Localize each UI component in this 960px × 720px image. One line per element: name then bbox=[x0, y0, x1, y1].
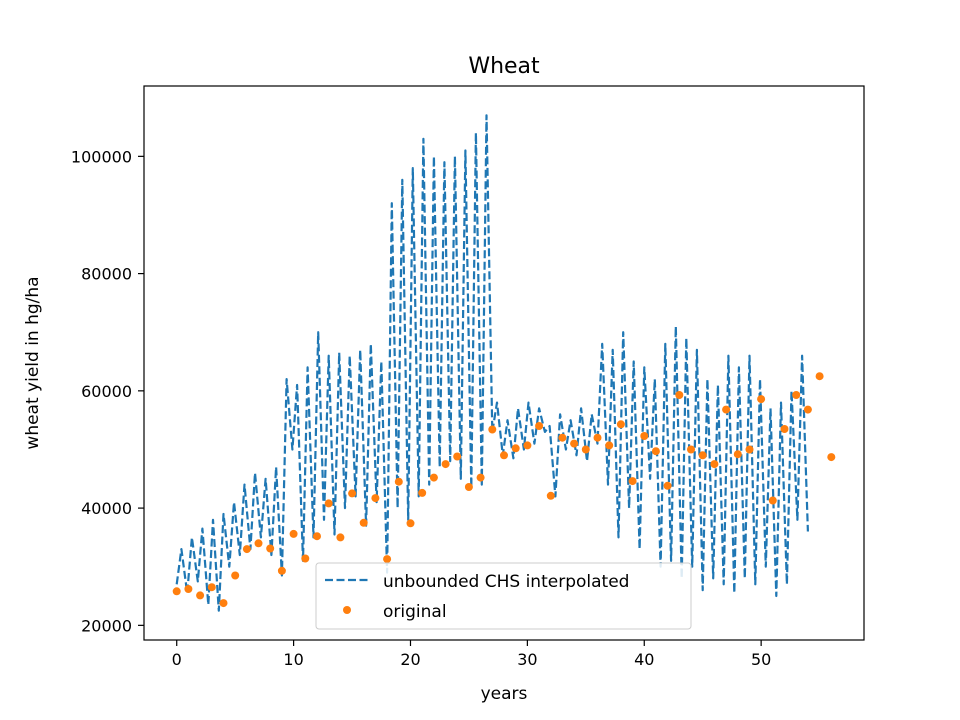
data-point-original bbox=[277, 566, 286, 575]
data-point-original bbox=[511, 444, 520, 453]
data-point-original bbox=[207, 583, 216, 592]
legend-label-interpolated: unbounded CHS interpolated bbox=[383, 572, 629, 592]
y-tick-label: 100000 bbox=[71, 147, 132, 166]
data-point-original bbox=[628, 477, 637, 486]
data-point-original bbox=[792, 391, 801, 399]
data-point-original bbox=[535, 422, 544, 430]
data-point-original bbox=[371, 494, 380, 503]
data-point-original bbox=[429, 473, 438, 482]
data-point-original bbox=[488, 425, 497, 434]
data-point-original bbox=[453, 452, 462, 461]
axes-frame bbox=[143, 85, 865, 641]
data-point-original bbox=[441, 460, 450, 469]
data-point-original bbox=[359, 518, 368, 527]
legend-box bbox=[315, 562, 692, 630]
data-point-original bbox=[581, 445, 590, 454]
data-point-original bbox=[675, 391, 684, 399]
y-tick-label: 20000 bbox=[81, 616, 132, 635]
x-tick-label: 30 bbox=[517, 650, 537, 669]
x-tick-label: 0 bbox=[172, 650, 182, 669]
data-point-original bbox=[184, 585, 193, 593]
data-point-original bbox=[815, 372, 824, 381]
legend-label-original: original bbox=[383, 602, 447, 622]
x-tick-label: 10 bbox=[283, 650, 303, 669]
data-point-original bbox=[500, 451, 508, 460]
legend-swatch-original bbox=[343, 606, 351, 614]
data-point-original bbox=[722, 405, 731, 414]
data-point-original bbox=[242, 545, 251, 554]
data-point-original bbox=[570, 439, 579, 448]
data-point-original bbox=[418, 488, 427, 497]
x-tick-label: 20 bbox=[400, 650, 420, 669]
data-point-original bbox=[266, 544, 275, 553]
x-tick-label: 40 bbox=[634, 650, 654, 669]
y-tick-label: 60000 bbox=[81, 382, 132, 401]
data-point-original bbox=[464, 483, 473, 491]
plot-area bbox=[143, 85, 865, 641]
data-point-original bbox=[196, 591, 205, 600]
data-point-original bbox=[733, 450, 742, 459]
data-point-original bbox=[780, 425, 789, 433]
x-axis-label: years bbox=[481, 684, 528, 704]
data-point-original bbox=[219, 599, 228, 608]
data-point-original bbox=[383, 555, 392, 564]
data-point-original bbox=[651, 447, 660, 456]
data-point-original bbox=[336, 533, 345, 542]
data-point-original bbox=[476, 473, 485, 482]
data-point-original bbox=[546, 491, 555, 500]
data-point-original bbox=[745, 445, 754, 454]
data-point-original bbox=[616, 420, 625, 429]
data-point-original bbox=[663, 481, 672, 490]
legend: unbounded CHS interpolated original bbox=[315, 562, 692, 630]
data-point-original bbox=[172, 587, 181, 596]
data-point-original bbox=[605, 441, 614, 450]
data-point-original bbox=[768, 496, 777, 505]
data-point-original bbox=[289, 529, 298, 538]
data-point-original bbox=[254, 539, 263, 548]
data-point-original bbox=[523, 441, 532, 450]
chart-title: Wheat bbox=[468, 54, 540, 79]
data-point-original bbox=[313, 532, 321, 541]
data-point-original bbox=[803, 405, 812, 414]
data-point-original bbox=[827, 453, 836, 462]
data-point-original bbox=[231, 571, 240, 580]
data-point-original bbox=[757, 395, 766, 404]
y-axis-label: wheat yield in hg/ha bbox=[23, 276, 43, 449]
data-point-original bbox=[301, 554, 310, 563]
series-line-interpolated bbox=[175, 114, 809, 612]
data-point-original bbox=[698, 451, 707, 460]
data-point-original bbox=[710, 460, 719, 469]
data-point-original bbox=[348, 489, 357, 498]
x-axis-ticks: 0 10 20 30 40 50 bbox=[172, 640, 771, 669]
data-point-original bbox=[406, 519, 415, 528]
y-axis-ticks: 20000 40000 60000 80000 100000 bbox=[71, 147, 144, 635]
data-point-original bbox=[593, 433, 602, 442]
y-tick-label: 80000 bbox=[81, 265, 132, 284]
x-tick-label: 50 bbox=[751, 650, 771, 669]
y-tick-label: 40000 bbox=[81, 499, 132, 518]
data-point-original bbox=[687, 445, 695, 454]
data-point-original bbox=[558, 433, 567, 442]
data-point-original bbox=[324, 499, 333, 508]
data-point-original bbox=[640, 432, 649, 440]
data-point-original bbox=[394, 477, 403, 486]
series-layer bbox=[172, 114, 836, 612]
